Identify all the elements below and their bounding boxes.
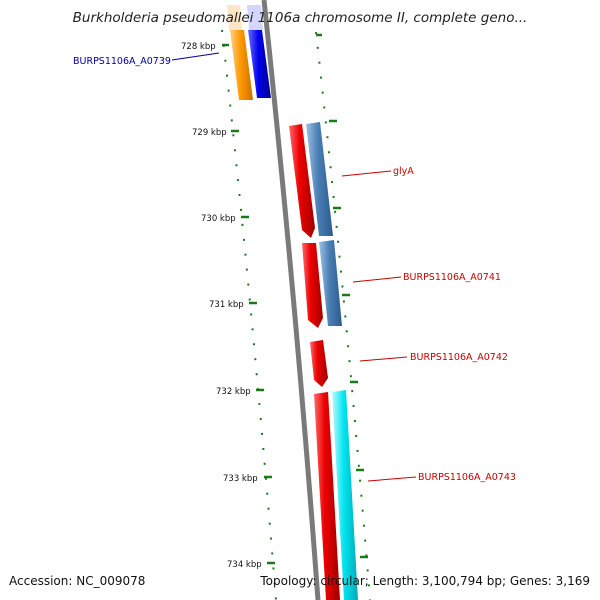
feature-glya-gene[interactable]: [306, 122, 333, 236]
map-title: Burkholderia pseudomallei 1106a chromoso…: [72, 10, 528, 26]
gene-label-glya[interactable]: glyA: [393, 166, 414, 177]
gene-labels: BURPS1106A_A0739 glyA BURPS1106A_A0741 B…: [73, 56, 516, 483]
tick-label-732: 732 kbp: [216, 387, 251, 397]
gene-label-burps1106a-a0742[interactable]: BURPS1106A_A0742: [410, 352, 508, 363]
feature-glya-cds[interactable]: [289, 124, 315, 238]
feature-burps1106a-a0743-cds[interactable]: [314, 392, 340, 600]
feature-burps1106a-a0741-cds[interactable]: [302, 243, 323, 328]
feature-faded-blue: [247, 5, 263, 30]
major-ticks: [222, 33, 368, 565]
tick-label-734: 734 kbp: [227, 560, 262, 570]
genome-summary-text: Topology: circular; Length: 3,100,794 bp…: [260, 574, 590, 588]
tick-labels: 728 kbp 729 kbp 730 kbp 731 kbp 732 kbp …: [181, 42, 262, 570]
tick-ring-inner: [315, 31, 371, 600]
gene-label-burps1106a-a0739[interactable]: BURPS1106A_A0739: [73, 56, 171, 67]
tick-label-728: 728 kbp: [181, 42, 216, 52]
feature-burps1106a-a0742-cds[interactable]: [310, 340, 328, 387]
accession-text: Accession: NC_009078: [9, 574, 146, 588]
label-leader-lines: [171, 52, 417, 482]
feature-burps1106a-a0743-gene[interactable]: [332, 390, 358, 600]
tick-ring-outer: [221, 29, 277, 600]
tick-label-731: 731 kbp: [209, 300, 244, 310]
feature-burps1106a-a0741-gene[interactable]: [319, 240, 342, 326]
tick-label-730: 730 kbp: [201, 214, 236, 224]
gene-label-burps1106a-a0743[interactable]: BURPS1106A_A0743: [418, 472, 516, 483]
tick-label-729: 729 kbp: [192, 128, 227, 138]
tick-label-733: 733 kbp: [223, 474, 258, 484]
genome-backbone: [261, 0, 321, 600]
feature-burps1106a-a0739[interactable]: [248, 30, 271, 98]
feature-faded-orange: [227, 5, 242, 30]
feature-orange[interactable]: [230, 30, 253, 100]
gene-label-burps1106a-a0741[interactable]: BURPS1106A_A0741: [403, 272, 501, 283]
